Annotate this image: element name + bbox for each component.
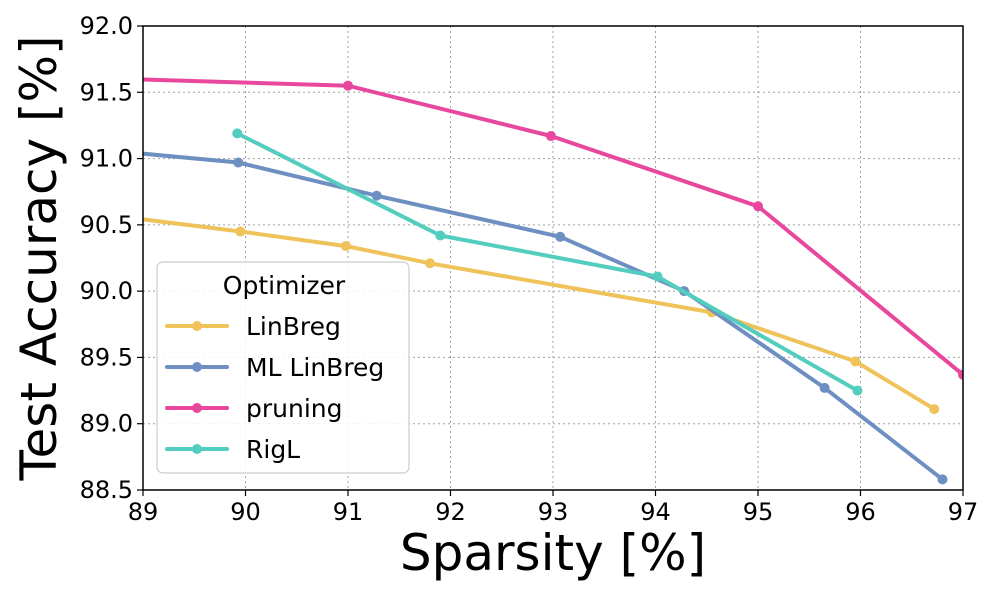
legend-item-ml-linbreg: ML LinBreg xyxy=(165,353,384,382)
data-point-ml-linbreg xyxy=(555,231,566,242)
legend-swatch-marker xyxy=(192,362,202,372)
data-point-ml-linbreg xyxy=(233,157,244,168)
y-tick-label: 91.0 xyxy=(80,145,133,173)
data-point-linbreg xyxy=(235,226,246,237)
x-tick-label: 97 xyxy=(948,498,979,526)
series-pruning xyxy=(143,77,963,380)
y-tick-label: 92.0 xyxy=(80,12,133,40)
data-point-rigl xyxy=(652,271,663,282)
data-point-rigl xyxy=(435,230,446,241)
x-tick-label: 94 xyxy=(640,498,671,526)
legend-items: LinBreg ML LinBreg pruning RigL xyxy=(165,312,384,464)
legend-title: Optimizer xyxy=(223,271,346,300)
legend-item-rigl: RigL xyxy=(165,435,300,464)
legend-item-linbreg: LinBreg xyxy=(165,312,341,341)
legend-label: LinBreg xyxy=(246,312,341,341)
legend-swatch-marker xyxy=(192,444,202,454)
x-axis: 89 90 91 92 93 94 95 96 97 xyxy=(128,490,979,526)
x-tick-label: 89 xyxy=(128,498,159,526)
series-rigl xyxy=(232,128,863,396)
y-axis: 88.5 89.0 89.5 90.0 90.5 91.0 91.5 92.0 xyxy=(80,12,143,504)
data-point-linbreg xyxy=(850,356,861,367)
data-point-ml-linbreg xyxy=(371,190,382,201)
data-point-pruning xyxy=(343,80,353,91)
series-ml-linbreg xyxy=(143,151,948,485)
x-tick-label: 93 xyxy=(538,498,569,526)
y-tick-label: 89.0 xyxy=(80,410,133,438)
legend: Optimizer LinBreg ML LinBreg pruning RigL xyxy=(156,261,410,474)
x-tick-label: 95 xyxy=(743,498,774,526)
y-axis-title: Test Accuracy [%] xyxy=(10,35,68,481)
x-tick-label: 90 xyxy=(230,498,261,526)
data-point-pruning xyxy=(958,369,963,380)
legend-box xyxy=(156,261,410,474)
y-tick-label: 91.5 xyxy=(80,78,133,106)
series-linbreg xyxy=(143,217,940,415)
data-point-ml-linbreg xyxy=(819,382,830,393)
y-tick-label: 89.5 xyxy=(80,343,133,371)
y-tick-label: 90.0 xyxy=(80,277,133,305)
data-point-pruning xyxy=(753,201,763,212)
series-layer xyxy=(143,77,963,485)
data-point-linbreg xyxy=(929,404,940,415)
data-point-pruning xyxy=(545,131,556,142)
legend-label: RigL xyxy=(246,435,300,464)
legend-label: pruning xyxy=(246,394,343,423)
y-tick-label: 88.5 xyxy=(80,476,133,504)
data-point-rigl xyxy=(852,385,863,396)
series-line-rigl xyxy=(235,131,860,393)
legend-item-pruning: pruning xyxy=(165,394,343,423)
legend-label: ML LinBreg xyxy=(246,353,384,382)
data-point-linbreg xyxy=(340,241,351,252)
legend-swatch-marker xyxy=(192,321,202,331)
y-tick-label: 90.5 xyxy=(80,211,133,239)
x-tick-label: 92 xyxy=(435,498,466,526)
data-point-ml-linbreg xyxy=(937,474,948,485)
data-point-rigl xyxy=(232,128,243,139)
legend-swatch-marker xyxy=(192,403,202,413)
x-axis-title: Sparsity [%] xyxy=(400,524,706,582)
x-tick-label: 91 xyxy=(333,498,364,526)
x-tick-label: 96 xyxy=(845,498,876,526)
data-point-linbreg xyxy=(425,258,435,269)
